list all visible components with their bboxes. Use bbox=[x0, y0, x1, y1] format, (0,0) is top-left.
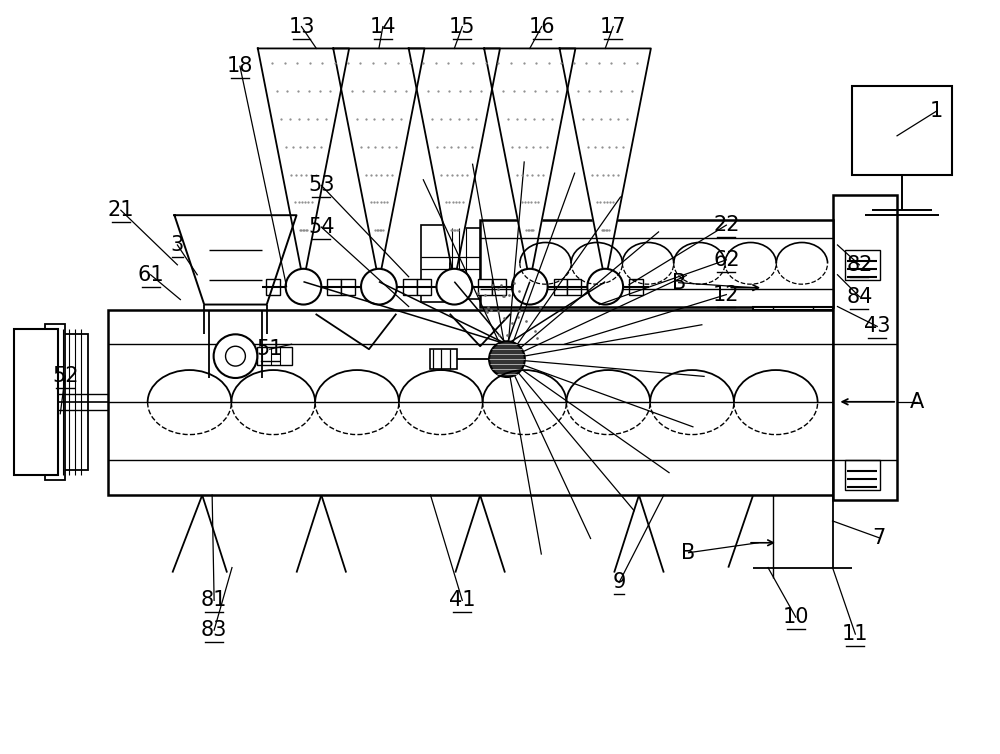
Text: 3: 3 bbox=[171, 235, 184, 255]
Bar bbox=[14, 329, 58, 475]
Text: 9: 9 bbox=[612, 572, 626, 593]
Bar bbox=[108, 309, 833, 495]
Polygon shape bbox=[409, 48, 500, 282]
Text: 17: 17 bbox=[600, 17, 626, 37]
Text: 52: 52 bbox=[52, 366, 78, 386]
Bar bbox=[450, 228, 480, 299]
Bar bbox=[852, 86, 952, 176]
Text: 13: 13 bbox=[288, 17, 315, 37]
Bar bbox=[417, 279, 431, 295]
Bar bbox=[478, 279, 492, 295]
Text: 83: 83 bbox=[201, 620, 227, 640]
Circle shape bbox=[286, 269, 321, 305]
Bar bbox=[567, 279, 581, 295]
Text: 62: 62 bbox=[713, 250, 740, 270]
Text: 84: 84 bbox=[846, 287, 873, 307]
Bar bbox=[480, 220, 833, 307]
Text: 7: 7 bbox=[873, 528, 886, 548]
Text: 12: 12 bbox=[713, 284, 740, 305]
Bar bbox=[629, 279, 643, 295]
Circle shape bbox=[226, 346, 245, 366]
Text: 18: 18 bbox=[227, 57, 253, 76]
Text: 1: 1 bbox=[930, 101, 943, 121]
Bar bbox=[60, 334, 88, 470]
Text: 61: 61 bbox=[137, 265, 164, 285]
Bar bbox=[257, 348, 292, 365]
Bar bbox=[266, 279, 280, 295]
Bar bbox=[421, 225, 450, 302]
Circle shape bbox=[587, 269, 623, 305]
Text: A: A bbox=[910, 392, 924, 412]
Circle shape bbox=[361, 269, 397, 305]
Bar bbox=[327, 279, 341, 295]
Circle shape bbox=[512, 269, 548, 305]
Text: 21: 21 bbox=[108, 201, 134, 220]
Text: 51: 51 bbox=[256, 339, 283, 359]
Polygon shape bbox=[258, 48, 349, 282]
Bar bbox=[341, 279, 355, 295]
Circle shape bbox=[489, 342, 525, 377]
Polygon shape bbox=[333, 48, 425, 282]
Text: 10: 10 bbox=[783, 607, 809, 627]
Bar bbox=[845, 461, 880, 490]
Text: 14: 14 bbox=[370, 17, 396, 37]
Circle shape bbox=[436, 269, 472, 305]
Text: 53: 53 bbox=[308, 176, 335, 195]
Text: 43: 43 bbox=[864, 317, 890, 336]
Bar bbox=[833, 195, 897, 500]
Text: B: B bbox=[672, 273, 686, 293]
Bar bbox=[403, 279, 417, 295]
Bar bbox=[753, 307, 833, 309]
Bar bbox=[430, 349, 457, 369]
Bar bbox=[492, 279, 506, 295]
Text: 82: 82 bbox=[846, 255, 873, 274]
Bar bbox=[45, 324, 65, 480]
Text: 16: 16 bbox=[528, 17, 555, 37]
Bar bbox=[554, 279, 567, 295]
Polygon shape bbox=[174, 215, 297, 305]
Bar bbox=[845, 250, 880, 280]
Text: 41: 41 bbox=[449, 590, 476, 610]
Text: 54: 54 bbox=[308, 217, 335, 237]
Text: B: B bbox=[681, 543, 696, 562]
Circle shape bbox=[214, 334, 257, 378]
Text: 22: 22 bbox=[713, 215, 740, 235]
Polygon shape bbox=[484, 48, 575, 282]
Text: 15: 15 bbox=[449, 17, 476, 37]
Polygon shape bbox=[560, 48, 651, 282]
Text: 11: 11 bbox=[842, 624, 869, 644]
Text: 81: 81 bbox=[201, 590, 227, 610]
